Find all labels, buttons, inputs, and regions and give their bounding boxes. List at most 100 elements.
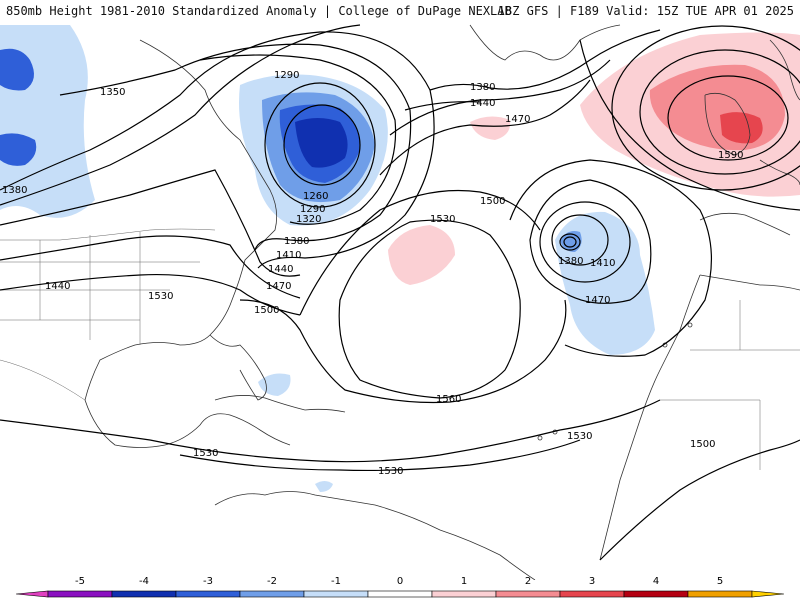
- contour-label: 1530: [148, 291, 173, 302]
- colorbar-segment: [175, 590, 241, 598]
- contour-label: 1590: [718, 150, 743, 161]
- coastline-greenland: [469, 24, 621, 61]
- anomaly-negative-nw-core: [0, 48, 34, 91]
- anomaly-positive-central-atlantic: [388, 225, 455, 285]
- contour-label: 1290: [300, 204, 325, 215]
- colorbar-tick-label: 4: [653, 576, 659, 587]
- contour-1530-s: [0, 399, 661, 463]
- height-contours: [0, 24, 800, 561]
- contour-1380-e: [559, 233, 581, 251]
- border-us-canada: [0, 228, 216, 241]
- contour-label: 1500: [690, 439, 715, 450]
- anomaly-positive-mid-atlantic: [470, 116, 511, 140]
- contour-1380-arc: [429, 29, 661, 91]
- coastline-south-america: [214, 491, 536, 580]
- contour-1380-e-inner: [563, 236, 577, 248]
- anomaly-negative-labrador-center: [295, 118, 348, 168]
- weather-map: 1290 1350 1380 1380 1440 1470 1590 1260 …: [0, 24, 800, 580]
- contour-label: 1470: [266, 281, 291, 292]
- coastline-hispaniola: [304, 408, 346, 413]
- colorbar-tick-label: -5: [75, 576, 85, 587]
- contour-1290: [264, 82, 376, 208]
- colorbar-segment: [687, 590, 753, 598]
- contour-1380-n: [0, 31, 435, 269]
- anomaly-negative-florida: [258, 373, 291, 396]
- borders: [0, 228, 800, 470]
- colorbar-segment: [431, 590, 497, 598]
- contour-label: 1530: [430, 214, 455, 225]
- contour-label: 1350: [100, 87, 125, 98]
- contour-label: 1410: [276, 250, 301, 261]
- contour-label: 1560: [436, 394, 461, 405]
- colorbar-segment: [47, 590, 113, 598]
- contour-1470-e: [529, 179, 652, 304]
- contour-label: 1320: [296, 214, 321, 225]
- anomaly-negative-nw-edge: [0, 133, 37, 166]
- coastline-africa: [599, 274, 701, 561]
- coastline-cuba: [214, 395, 306, 411]
- contour-1410-e: [551, 214, 609, 266]
- anomaly-negative-caribbean: [315, 481, 333, 492]
- anomaly-shading: [0, 25, 800, 492]
- contour-1440-n: [0, 169, 301, 277]
- contour-label: 1410: [590, 258, 615, 269]
- colorbar-segments: [15, 590, 785, 598]
- contour-label: 1500: [254, 305, 279, 316]
- coastline-scandinavia: [769, 39, 800, 101]
- coastline-florida: [209, 334, 267, 401]
- contour-1260: [283, 104, 361, 186]
- contour-1500-mid: [299, 189, 541, 316]
- contour-label: 1260: [303, 191, 328, 202]
- contour-labels: 1290 1350 1380 1380 1440 1470 1590 1260 …: [2, 70, 743, 477]
- island-canaries: [687, 322, 693, 328]
- colorbar-tick-label: 5: [717, 576, 723, 587]
- anomaly-colorbar: -5 -4 -3 -2 -1 0 1 2 3 4 5: [15, 576, 785, 598]
- contour-label: 1530: [378, 466, 403, 477]
- model-run-info: 18Z GFS | F189 Valid: 15Z TUE APR 01 202…: [497, 4, 794, 18]
- contour-1350: [59, 43, 412, 251]
- colorbar-tick-label: -1: [331, 576, 341, 587]
- colorbar-segment: [367, 590, 433, 598]
- contour-label: 1380: [470, 82, 495, 93]
- contour-1500-e: [509, 159, 712, 357]
- contour-1560-s: [239, 299, 567, 404]
- contour-1500-uk: [579, 39, 800, 211]
- contour-1410-arc: [404, 101, 481, 111]
- contour-label: 1380: [2, 185, 27, 196]
- map-header: 850mb Height 1981-2010 Standardized Anom…: [0, 0, 800, 22]
- coastline-uk: [704, 92, 751, 156]
- contour-1500-s: [599, 439, 800, 561]
- contour-label: 1500: [480, 196, 505, 207]
- colorbar-segment: [111, 590, 177, 598]
- colorbar-arrow-low: [15, 590, 49, 598]
- colorbar-tick-label: -3: [203, 576, 213, 587]
- contour-label: 1440: [268, 264, 293, 275]
- colorbar-tick-label: 3: [589, 576, 595, 587]
- colorbar-segment: [559, 590, 625, 598]
- colorbar-tick-label: 2: [525, 576, 531, 587]
- coastline-north-america: [84, 39, 278, 448]
- coastline-gulf: [164, 413, 291, 446]
- coastline-north-africa: [699, 274, 800, 291]
- colorbar-segment: [239, 590, 305, 598]
- border-africa-2: [660, 399, 761, 470]
- contour-1530-mid: [338, 219, 521, 399]
- colorbar-segment: [495, 590, 561, 598]
- contour-label: 1290: [274, 70, 299, 81]
- colorbar-tick-label: 1: [461, 576, 467, 587]
- contour-1410-n: [0, 24, 361, 206]
- contour-label: 1440: [470, 98, 495, 109]
- coastline-iberia: [699, 212, 791, 236]
- contour-1530-uk: [611, 25, 800, 191]
- colorbar-arrow-high: [751, 590, 785, 598]
- colorbar-tick-label: -2: [267, 576, 277, 587]
- contour-label: 1530: [567, 431, 592, 442]
- border-us-mexico: [0, 359, 86, 401]
- colorbar-ticks: -5 -4 -3 -2 -1 0 1 2 3 4 5: [75, 576, 723, 587]
- contour-1440-e: [539, 201, 631, 283]
- contour-label: 1380: [558, 256, 583, 267]
- island-azores: [537, 435, 543, 441]
- contour-1440-arc: [389, 59, 611, 136]
- anomaly-positive-uk-core: [720, 112, 763, 144]
- map-title: 850mb Height 1981-2010 Standardized Anom…: [6, 4, 512, 18]
